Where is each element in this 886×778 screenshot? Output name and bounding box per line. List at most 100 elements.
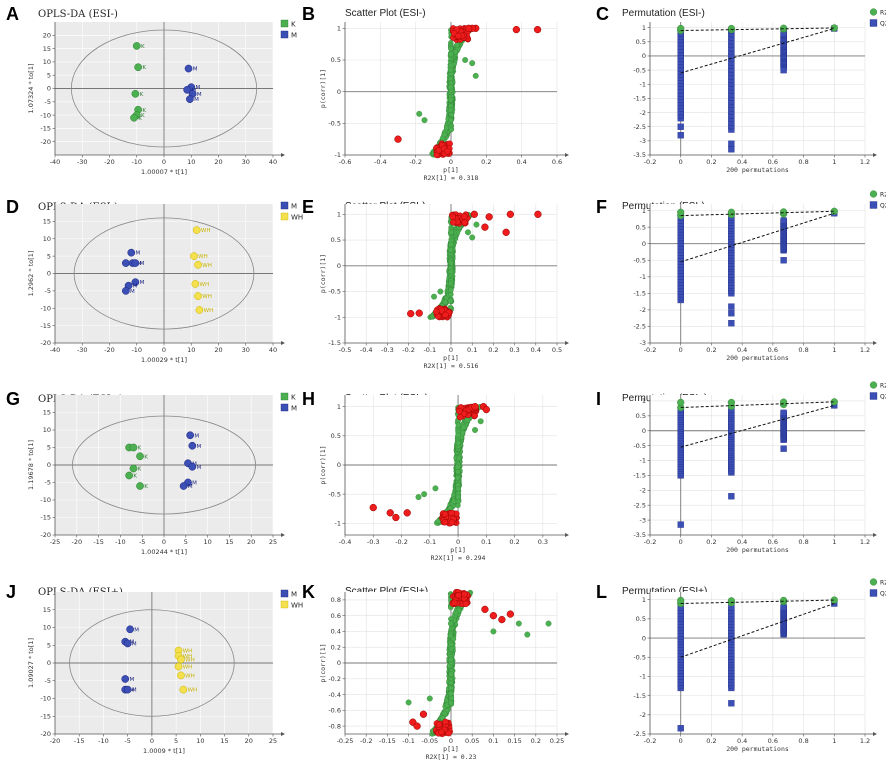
x-axis-note: R2X[1] = 0.318 [424, 174, 479, 182]
data-point-wh [177, 655, 185, 664]
splot-point-green [447, 298, 454, 304]
x-tick-label: 0.2 [706, 737, 716, 745]
data-point-label: M [130, 289, 135, 295]
q2-point [677, 123, 684, 130]
x-tick-label: 25 [269, 538, 277, 546]
panel-label: H [302, 389, 315, 409]
legend-label: M [291, 405, 297, 413]
legend-label: R2 [880, 192, 886, 199]
x-tick-label: 0.6 [768, 158, 778, 166]
y-tick-label: 0 [47, 85, 51, 93]
y-tick-label: 10 [43, 58, 51, 66]
splot-point-green [448, 685, 454, 691]
x-tick-label: 0.4 [737, 158, 747, 166]
x-axis-arrow [565, 732, 569, 736]
legend-label: WH [291, 602, 303, 610]
panel-label: L [596, 582, 607, 602]
x-tick-label: -0.2 [402, 346, 415, 354]
y-tick-label: 10 [43, 426, 51, 434]
x-tick-label: 0.4 [516, 158, 526, 166]
x-axis-label: 200 permutations [726, 745, 789, 753]
y-tick-label: -3.5 [633, 531, 646, 539]
panel-l: L Permutation (ESI+)-0.2 0 0.2 0.4 0.6 0.8 1 1.2… [596, 578, 886, 753]
x-tick-label: -0.2 [395, 538, 408, 546]
splot-point-green [455, 440, 462, 446]
x-tick-label: -15 [93, 538, 104, 546]
y-tick-label: -0.8 [328, 722, 341, 730]
x-tick-label: 0.2 [706, 346, 716, 354]
splot-point-green [515, 620, 522, 627]
x-tick-label: -10 [131, 346, 142, 354]
splot-point-green [431, 293, 437, 300]
x-axis-arrow [565, 533, 569, 537]
data-point-m [184, 64, 193, 73]
legend-swatch-k [280, 19, 289, 28]
x-tick-label: -0.2 [360, 737, 373, 745]
y-tick-label: -0.2 [328, 675, 341, 683]
y-tick-label: 0 [337, 461, 341, 469]
r2-regression-line [680, 210, 835, 217]
y-axis-label: p(corr)[1] [319, 643, 327, 682]
data-point-label: K [140, 92, 144, 98]
panel-label: D [6, 197, 19, 217]
x-tick-label: -0.4 [374, 158, 387, 166]
data-point-label: WH [188, 688, 198, 694]
y-tick-label: -1 [335, 520, 341, 528]
y-tick-label: -0.5 [328, 288, 341, 296]
splot-point-green [447, 84, 454, 91]
y-tick-label: -1 [640, 273, 646, 281]
plot-background [650, 22, 865, 155]
splot-point-red [461, 219, 468, 226]
x-tick-label: 0 [679, 158, 683, 166]
x-tick-label: -0.15 [379, 737, 396, 745]
data-point-label: K [142, 108, 146, 114]
x-tick-label: -20 [50, 737, 61, 745]
x-tick-label: 0 [449, 158, 453, 166]
legend-label: Q2 [880, 21, 886, 28]
x-tick-label: 0.2 [706, 538, 716, 546]
x-tick-label: 1 [832, 346, 836, 354]
x-tick-label: -30 [77, 346, 88, 354]
x-tick-label: -5 [139, 538, 145, 546]
legend-swatch-m [280, 30, 289, 39]
x-tick-label: 0.6 [768, 538, 778, 546]
x-tick-label: 0.1 [488, 737, 498, 745]
splot-point-green [455, 494, 461, 500]
data-point-m [122, 259, 130, 267]
y-tick-label: -10 [40, 695, 51, 703]
x-tick-label: 20 [247, 538, 255, 546]
splot-point-green [447, 632, 454, 639]
panel-e: EScatter Plot (ESI-)-0.5-0.4-0.3-0.2-0.1… [302, 197, 569, 370]
x-tick-label: 1.2 [860, 158, 870, 166]
y-tick-label: 1 [337, 25, 341, 33]
q2-point [780, 217, 787, 224]
panel-h: HScatter Plot (ESI+)-0.4-0.3-0.2-0.100.1… [302, 389, 569, 562]
data-point-label: K [138, 116, 142, 122]
x-axis-arrow [873, 533, 877, 537]
splot-point-red [470, 210, 478, 218]
y-tick-label: 15 [43, 409, 51, 417]
y-tick-label: -5 [45, 479, 51, 487]
splot-point-red [461, 213, 468, 220]
data-point-label: M [197, 465, 202, 471]
data-point-label: M [137, 261, 142, 267]
y-tick-label: -2.5 [633, 501, 646, 509]
y-tick-label: 10 [43, 624, 51, 632]
y-tick-label: -10 [40, 304, 51, 312]
data-point-m [188, 462, 197, 471]
splot-point-red [445, 729, 452, 737]
splot-point-red [369, 503, 377, 512]
y-axis-label: 1.19678 * to[1] [27, 440, 35, 490]
y-tick-label: 1 [642, 596, 646, 604]
splot-point-green [452, 609, 459, 616]
y-tick-label: -0.4 [328, 691, 341, 699]
x-tick-label: 0 [679, 737, 683, 745]
q2-point [728, 493, 735, 500]
x-tick-label: 0.3 [509, 346, 519, 354]
splot-point-red [451, 599, 458, 607]
data-point-wh [177, 671, 185, 680]
x-axis-label: 1.00029 * t[1] [141, 356, 187, 364]
x-tick-label: 40 [269, 158, 277, 166]
x-tick-label: 0 [679, 538, 683, 546]
